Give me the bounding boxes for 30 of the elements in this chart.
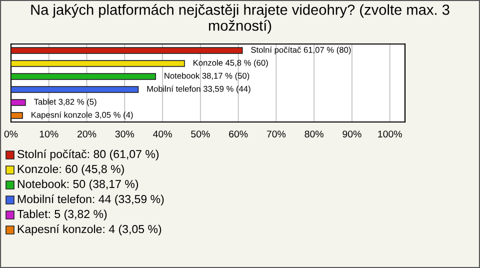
text: Stolní počítač: 80 (61,07 %): [18, 150, 159, 160]
bar: [11, 47, 243, 54]
data-label: Notebook 38,17 % (50): [164, 72, 250, 80]
text: Konzole: 60 (45,8 %): [18, 164, 124, 176]
x-tick-label: 0%: [4, 130, 18, 138]
data-label: Konzole 45,8 % (60): [194, 60, 268, 68]
text: Tablet: 5 (3,82 %): [17, 210, 107, 220]
x-tick-label: 40%: [153, 130, 172, 138]
chart-title: Na jakých platformách nejčastěji hrajete videohry? (zvolte max. 3 možností): [31, 4, 450, 34]
x-tick-label: 80%: [304, 130, 324, 138]
data-label: Kapesní konzole 3,05 % (4): [32, 112, 133, 120]
bar: [11, 99, 26, 106]
text: Notebook: 50 (38,17 %): [18, 180, 138, 190]
bar: [11, 86, 139, 93]
bar: [11, 60, 185, 67]
x-tick-label: 20%: [78, 130, 96, 138]
x-tick-label: 30%: [115, 130, 134, 138]
data-label: Tablet 3,82 % (5): [34, 98, 96, 106]
x-tick-label: 50%: [191, 130, 210, 138]
data-label: Mobilní telefon 33,59 % (44): [147, 86, 250, 94]
bar: [11, 112, 23, 119]
x-tick-label: 70%: [266, 130, 286, 138]
x-tick-label: 90%: [342, 130, 362, 138]
x-tick-label: 10%: [40, 130, 58, 138]
bar: [11, 73, 156, 80]
x-tick-label: 60%: [229, 130, 248, 138]
data-label: Stolní počítač 61,07 % (80): [251, 46, 351, 54]
x-tick-label: 100%: [378, 130, 402, 138]
text: Kapesní konzole: 4 (3,05 %): [18, 224, 162, 236]
text: Mobilní telefon: 44 (33,59 %): [18, 194, 164, 206]
